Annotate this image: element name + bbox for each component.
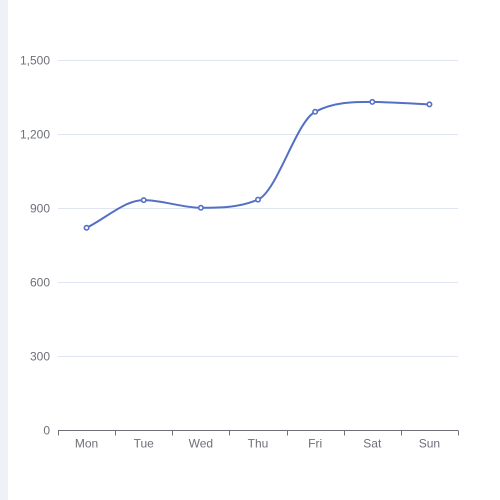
data-point-fri[interactable]	[312, 108, 319, 115]
data-point-mon[interactable]	[83, 224, 90, 231]
x-tick-label: Mon	[75, 437, 98, 451]
x-tick-label: Wed	[189, 437, 213, 451]
data-point-tue[interactable]	[140, 197, 147, 204]
data-point-sat[interactable]	[369, 98, 376, 105]
data-point-sun[interactable]	[426, 101, 433, 108]
y-tick-label: 1,200	[20, 128, 50, 142]
x-tick-label: Sat	[363, 437, 382, 451]
x-tick-label: Thu	[248, 437, 269, 451]
y-tick-label: 900	[30, 202, 50, 216]
data-point-thu[interactable]	[255, 196, 262, 203]
y-tick-label: 1,500	[20, 54, 50, 68]
markers-layer	[83, 98, 433, 231]
y-tick-label: 300	[30, 350, 50, 364]
left-edge-strip	[0, 0, 8, 500]
gridlines	[58, 60, 458, 357]
y-tick-label: 600	[30, 276, 50, 290]
y-axis: 0 300 600 900 1,200 1,500	[20, 54, 50, 438]
x-tick-label: Sun	[419, 437, 440, 451]
x-axis: Mon Tue Wed Thu Fri Sat Sun	[58, 430, 459, 451]
x-tick-label: Fri	[308, 437, 322, 451]
x-tick-label: Tue	[134, 437, 155, 451]
data-point-wed[interactable]	[197, 204, 204, 211]
y-tick-label: 0	[43, 424, 50, 438]
